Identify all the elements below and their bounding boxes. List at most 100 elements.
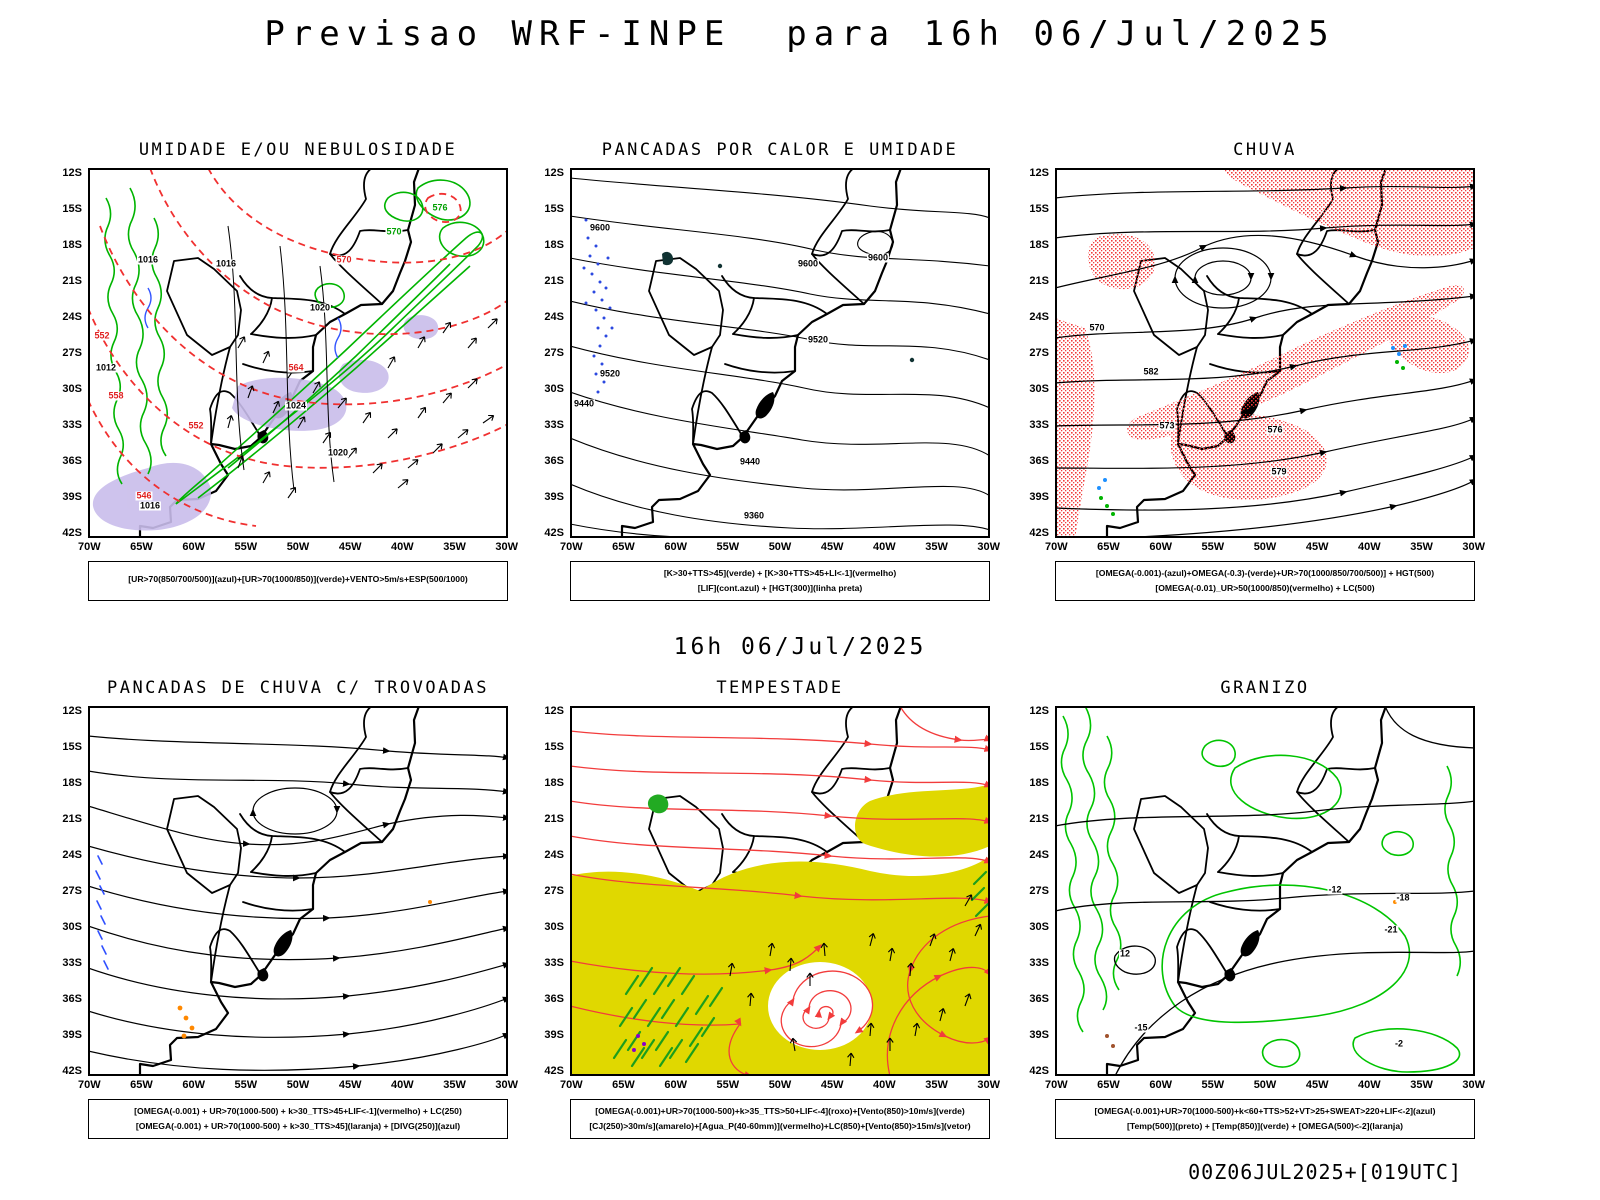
panel-title: TEMPESTADE [716,678,844,698]
axis-tick: 30W [977,1079,1000,1091]
axis-tick: 35W [443,1079,466,1091]
caption-line: [OMEGA(-0.001)+UR>70(1000-500)+k>35_TTS>… [595,1106,965,1117]
axis-tick: 42S [544,1065,564,1077]
axis-tick: 21S [62,813,82,825]
axis-tick: 65W [612,1079,635,1091]
axis-tick: 39S [1029,491,1049,503]
panel-chuva: CHUVA 12S 15S 18S 21S 24S 27S 30S 33S 36S 39S 42S … [1008,140,1485,601]
axis-tick: 65W [1097,1079,1120,1091]
panel-tempestade: TEMPESTADE 12S 15S 18S 21S 24S 27S 30S 33S 36S 39… [523,678,1000,1139]
axis-tick: 18S [544,239,564,251]
axis-tick: 65W [130,541,153,553]
axis-tick: 55W [234,541,258,553]
caption-line: [CJ(250)>30m/s](amarelo)+[Agua_P(40-60mm… [589,1120,971,1131]
axis-tick: 45W [338,1079,362,1091]
axis-tick: 39S [62,491,82,503]
caption-box: [UR>70(850/700/500)](azul)+[UR>70(1000/8… [88,561,508,601]
axis-tick: 55W [234,1079,258,1091]
axis-tick: 45W [820,541,844,553]
axis-tick: 65W [1097,541,1120,553]
map-chuva-canvas [1055,168,1475,538]
axis-tick: 70W [1045,1079,1068,1091]
caption-line: [OMEGA(-0.001) + UR>70(1000-500) + k>30_… [134,1106,462,1117]
axis-tick: 36S [544,455,564,467]
axis-tick: 21S [544,813,564,825]
axis-tick: 50W [768,1079,792,1091]
axis-tick: 15S [62,203,82,215]
axis-tick: 70W [78,1079,101,1091]
axis-tick: 35W [1410,1079,1433,1091]
axis-tick: 50W [286,1079,310,1091]
axis-tick: 12S [1029,705,1049,717]
axis-tick: 35W [443,541,466,553]
axis-tick: 30W [977,541,1000,553]
caption-box: [OMEGA(-0.001)+UR>70(1000-500)+k<60+TTS>… [1055,1099,1475,1139]
axis-tick: 30S [62,383,82,395]
axis-tick: 45W [338,541,362,553]
lat-axis: 12S 15S 18S 21S 24S 27S 30S 33S 36S 39S 42S [523,168,570,539]
axis-tick: 24S [544,849,564,861]
axis-tick: 39S [544,1029,564,1041]
axis-tick: 65W [130,1079,153,1091]
axis-tick: 24S [1029,849,1049,861]
axis-tick: 12S [62,167,82,179]
caption-line: [OMEGA(-0.001)-(azul)+OMEGA(-0.3)-(verde… [1095,568,1435,579]
axis-tick: 36S [544,993,564,1005]
axis-tick: 33S [544,957,564,969]
axis-tick: 70W [560,1079,583,1091]
axis-tick: 50W [768,541,792,553]
axis-tick: 12S [544,705,564,717]
axis-tick: 30W [495,541,518,553]
caption-line: [K>30+TTS>45](verde) + [K>30+TTS>45+LI<-… [663,568,897,579]
lat-axis: 12S 15S 18S 21S 24S 27S 30S 33S 36S 39S 42S [1008,705,1055,1077]
axis-tick: 35W [925,541,948,553]
axis-tick: 40W [1358,1079,1381,1091]
axis-tick: 40W [873,541,896,553]
axis-tick: 60W [1149,541,1172,553]
axis-tick: 24S [62,311,82,323]
axis-tick: 18S [62,777,82,789]
axis-tick: 42S [62,527,82,539]
axis-tick: 65W [612,541,635,553]
valid-time-label: 16h 06/Jul/2025 [673,634,927,660]
axis-tick: 33S [62,957,82,969]
axis-tick: 21S [544,275,564,287]
panel-title: CHUVA [1233,140,1297,160]
axis-tick: 30W [495,1079,518,1091]
axis-tick: 70W [560,541,583,553]
panel-trovoadas: PANCADAS DE CHUVA C/ TROVOADAS 12S 15S 18S… [41,678,518,1139]
caption-box: [OMEGA(-0.001) + UR>70(1000-500) + k>30_… [88,1099,508,1139]
axis-tick: 30S [62,921,82,933]
axis-tick: 30W [1462,541,1485,553]
axis-tick: 15S [544,203,564,215]
axis-tick: 50W [1253,1079,1277,1091]
axis-tick: 30S [544,921,564,933]
axis-tick: 60W [1149,1079,1172,1091]
caption-box: [OMEGA(-0.001)-(azul)+OMEGA(-0.3)-(verde… [1055,561,1475,601]
caption-box: [K>30+TTS>45](verde) + [K>30+TTS>45+LI<-… [570,561,990,601]
map-pancadas-calor-canvas [570,168,990,538]
lon-axis: 70W 65W 60W 55W 50W 45W 40W 35W 30W [78,1079,518,1091]
axis-tick: 39S [544,491,564,503]
map-tempestade [570,706,990,1076]
axis-tick: 55W [716,1079,740,1091]
caption-line: [Temp(500)](preto) + [Temp(850)](verde) … [1127,1120,1403,1131]
axis-tick: 30W [1462,1079,1485,1091]
axis-tick: 60W [664,541,687,553]
map-tempestade-canvas [570,706,990,1076]
panel-title: UMIDADE E/OU NEBULOSIDADE [138,140,458,160]
axis-tick: 45W [1305,541,1329,553]
axis-tick: 55W [716,541,740,553]
axis-tick: 30S [1029,383,1049,395]
axis-tick: 21S [1029,813,1049,825]
lat-axis: 12S 15S 18S 21S 24S 27S 30S 33S 36S 39S 42S [1008,167,1055,539]
page-title: Previsao WRF-INPE para 16h 06/Jul/2025 [264,14,1336,54]
axis-tick: 42S [1029,1065,1049,1077]
panel-title: GRANIZO [1220,678,1310,698]
caption-box: [OMEGA(-0.001)+UR>70(1000-500)+k>35_TTS>… [570,1099,990,1139]
lon-axis: 70W 65W 60W 55W 50W 45W 40W 35W 30W [1045,1079,1485,1091]
axis-tick: 24S [62,849,82,861]
axis-tick: 18S [1029,239,1049,251]
axis-tick: 12S [1029,167,1049,179]
axis-tick: 70W [78,541,101,553]
